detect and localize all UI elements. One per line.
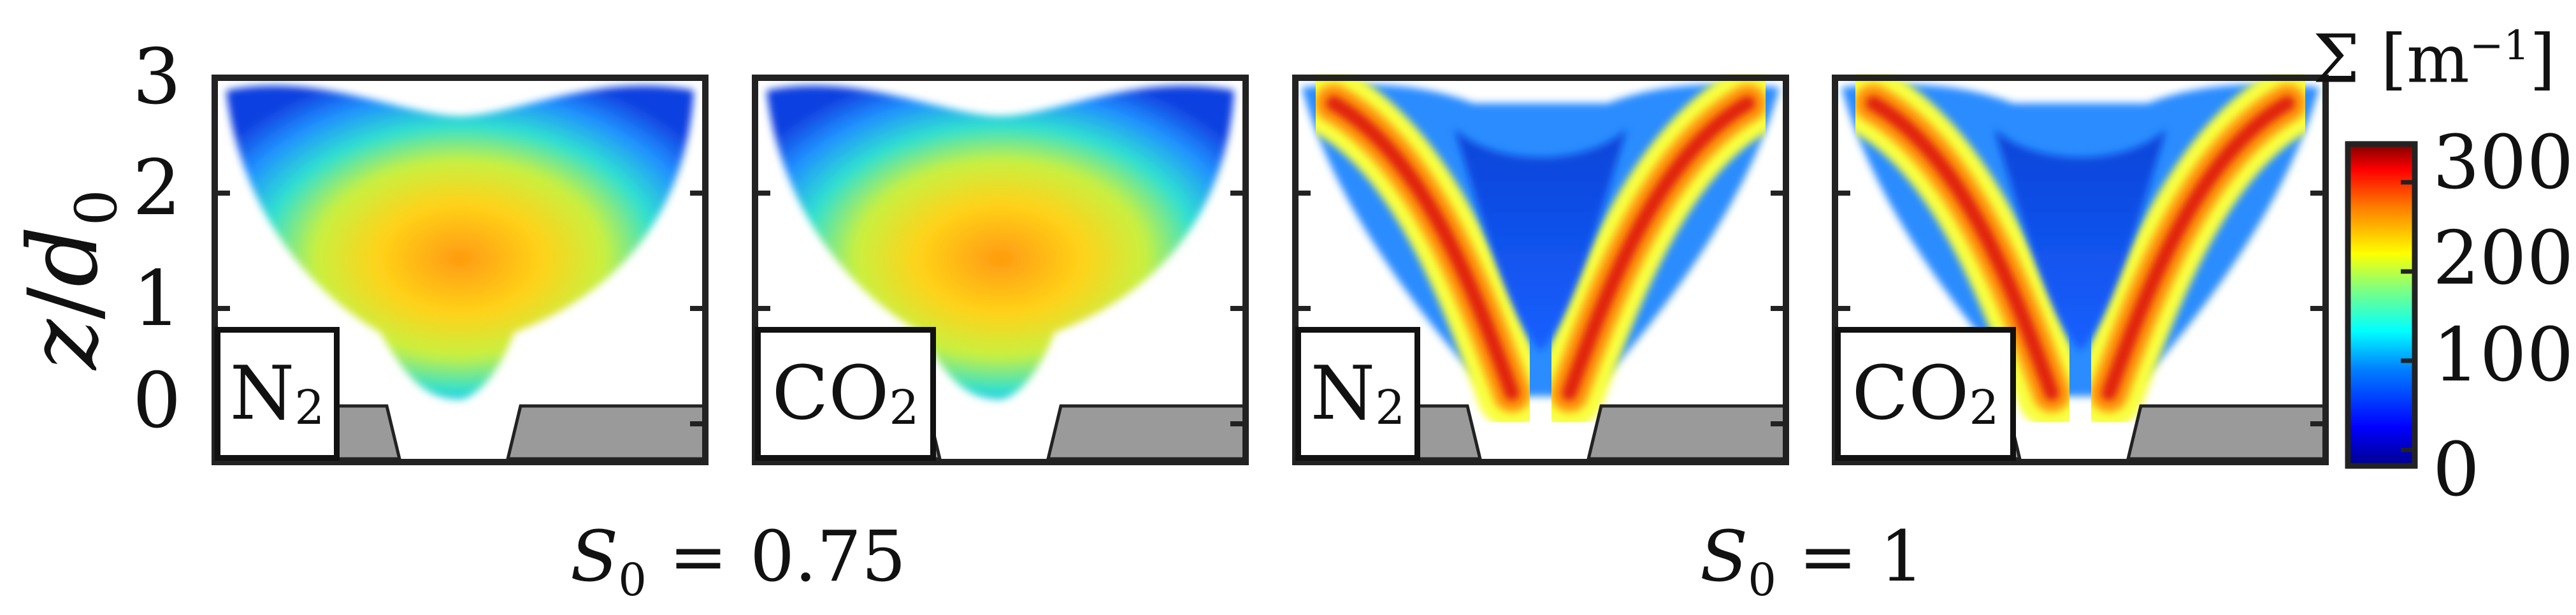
y-tick-label: 0 [133,357,182,445]
y-axis-label-ref-sub: 0 [63,189,130,226]
group-label-high-swirl: S0 = 1 [1700,516,1924,606]
flame-surface-density [766,85,1234,400]
colorbar [2345,141,2418,469]
y-tick-label: 2 [133,144,182,233]
y-axis-label-var: z [8,319,119,370]
flame-surface-density [226,85,694,400]
y-tick-label: 3 [133,33,182,122]
colorbar-tick-label: 300 [2433,120,2574,206]
burner-wall-right [505,404,707,461]
heatmap-panel [1832,68,2329,465]
colorbar-tick-label: 0 [2433,427,2480,513]
flame-core-low-density [1455,129,1627,352]
panel-frame [212,75,709,465]
y-tick-label: 1 [133,255,182,344]
colorbar-tick-label: 100 [2433,312,2574,398]
y-axis-label-ref: d [8,226,119,287]
flame-arm-peak [1326,96,1520,401]
y-axis-label-sep: / [8,287,119,319]
panel-frame [1832,75,2329,465]
group-label-low-swirl: S0 = 0.75 [570,516,906,606]
flame-arm-peak [1866,96,2059,401]
colorbar-label: Σ [m−1] [2313,20,2556,98]
heatmap-panel [1292,68,1789,465]
panel-frame [752,75,1249,465]
panel-label-co2-high-swirl: CO 2 [1835,327,2016,461]
colorbar-tick-label: 200 [2433,215,2574,301]
panel-frame [1292,75,1789,465]
burner-wall-right [1046,404,1248,461]
burner-wall-right [1586,404,1788,461]
panel-label-co2-low-swirl: CO 2 [755,327,936,461]
burner-wall-right [2126,404,2328,461]
panels-layer [212,68,2329,465]
flame-arm-peak [2101,96,2295,401]
y-axis-label: z/d0 [8,189,130,370]
flame-arm-peak [1562,96,1755,401]
figure-canvas [212,68,2418,469]
flame-core-low-density [1994,129,2166,352]
